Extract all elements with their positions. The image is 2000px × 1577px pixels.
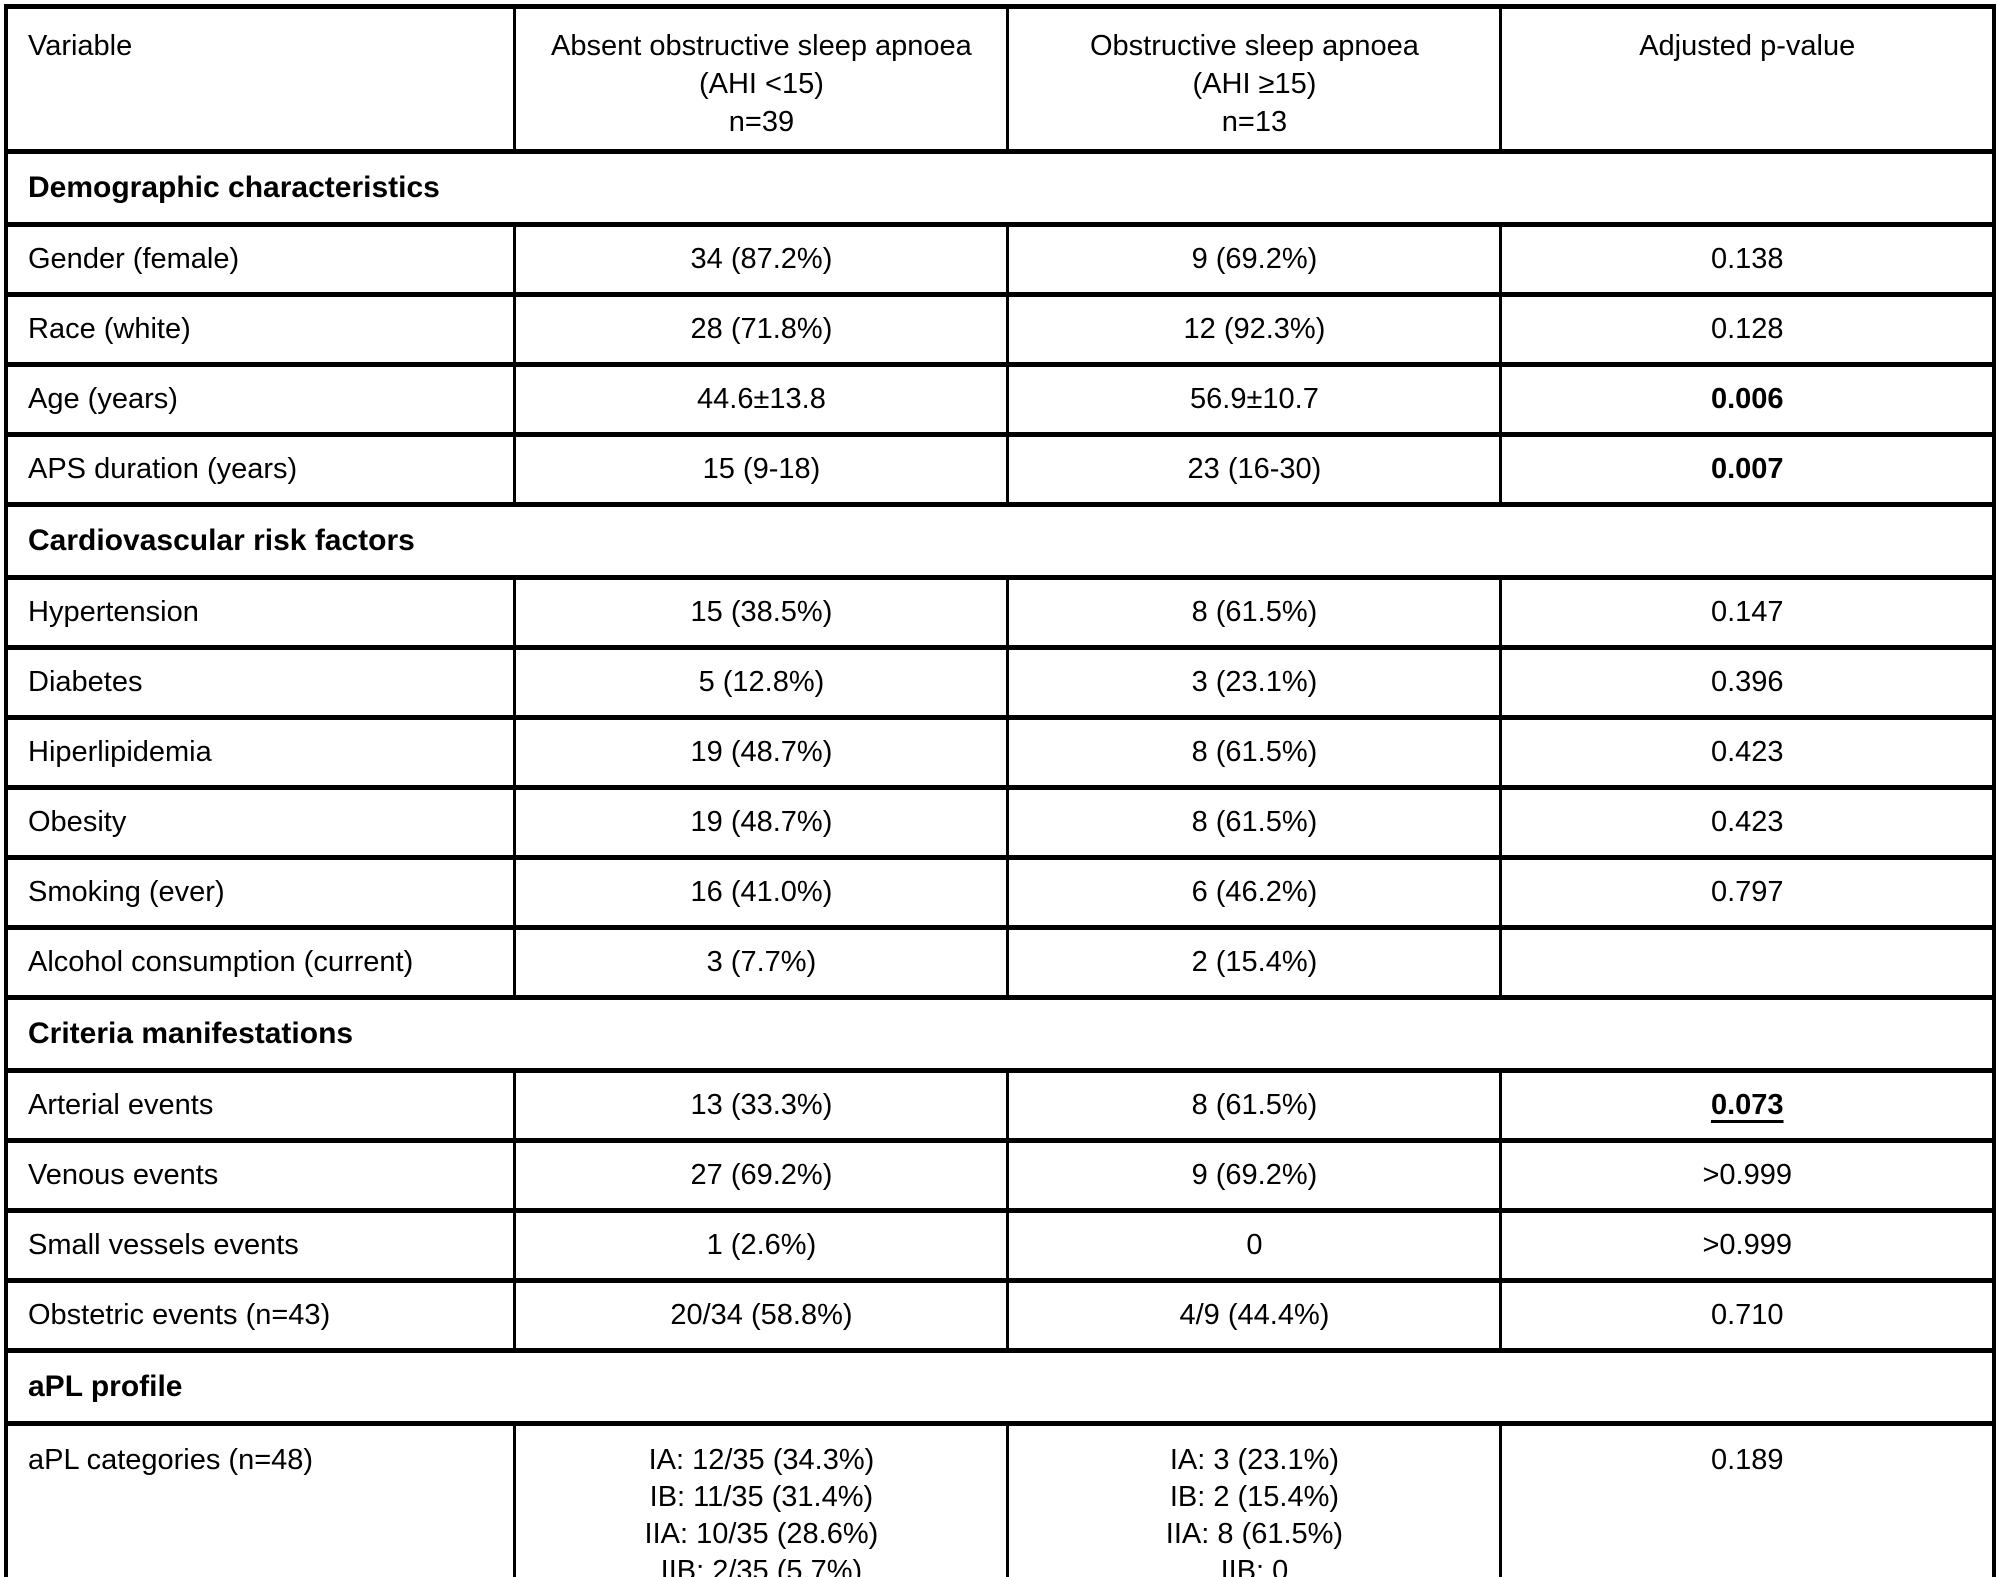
p-value-cell: 0.147 [1499,575,1996,650]
value-cell: 15 (9-18) [513,432,1010,507]
section-row-demographic: Demographic characteristics [4,149,1996,227]
value-cell: 8 (61.5%) [1006,575,1503,650]
table-row-race: Race (white) 28 (71.8%) 12 (92.3%) 0.128 [4,292,1996,367]
table-row-small-vessels-events: Small vessels events 1 (2.6%) 0 >0.999 [4,1208,1996,1283]
row-label: Venous events [4,1138,517,1213]
table-row-apl-categories: aPL categories (n=48) IA: 12/35 (34.3%) … [4,1421,1996,1577]
value-cell: 9 (69.2%) [1006,1138,1503,1213]
section-row-apl-profile: aPL profile [4,1348,1996,1426]
section-title: aPL profile [4,1348,1996,1426]
column-header-variable: Variable [4,4,517,154]
value-cell: 8 (61.5%) [1006,1068,1503,1143]
row-label: Arterial events [4,1068,517,1143]
value-cell: 16 (41.0%) [513,855,1010,930]
clinical-comparison-table: Variable Absent obstructive sleep apnoea… [4,4,1996,1577]
value-cell: 1 (2.6%) [513,1208,1010,1283]
value-cell: 0 [1006,1208,1503,1283]
p-value-cell: 0.423 [1499,715,1996,790]
value-cell: 3 (7.7%) [513,925,1010,1000]
table-row-hypertension: Hypertension 15 (38.5%) 8 (61.5%) 0.147 [4,575,1996,650]
table-header-row: Variable Absent obstructive sleep apnoea… [4,4,1996,154]
table-row-hiperlipidemia: Hiperlipidemia 19 (48.7%) 8 (61.5%) 0.42… [4,715,1996,790]
p-value-cell: 0.710 [1499,1278,1996,1353]
value-cell: IA: 3 (23.1%) IB: 2 (15.4%) IIA: 8 (61.5… [1006,1421,1503,1577]
row-label: Diabetes [4,645,517,720]
row-label: aPL categories (n=48) [4,1421,517,1577]
value-cell: 19 (48.7%) [513,785,1010,860]
table-row-smoking: Smoking (ever) 16 (41.0%) 6 (46.2%) 0.79… [4,855,1996,930]
row-label: Gender (female) [4,222,517,297]
table-row-obstetric-events: Obstetric events (n=43) 20/34 (58.8%) 4/… [4,1278,1996,1353]
row-label: Smoking (ever) [4,855,517,930]
p-value-cell: 0.138 [1499,222,1996,297]
p-value-cell: 0.073 [1499,1068,1996,1143]
value-cell: 2 (15.4%) [1006,925,1503,1000]
row-label: APS duration (years) [4,432,517,507]
table-row-aps-duration: APS duration (years) 15 (9-18) 23 (16-30… [4,432,1996,507]
value-cell: 56.9±10.7 [1006,362,1503,437]
value-cell: 15 (38.5%) [513,575,1010,650]
value-cell: 6 (46.2%) [1006,855,1503,930]
p-value-cell: 0.423 [1499,785,1996,860]
table-row-gender: Gender (female) 34 (87.2%) 9 (69.2%) 0.1… [4,222,1996,297]
value-cell: 28 (71.8%) [513,292,1010,367]
section-title: Cardiovascular risk factors [4,502,1996,580]
table-row-arterial-events: Arterial events 13 (33.3%) 8 (61.5%) 0.0… [4,1068,1996,1143]
table-row-diabetes: Diabetes 5 (12.8%) 3 (23.1%) 0.396 [4,645,1996,720]
section-title: Criteria manifestations [4,995,1996,1073]
value-cell: 3 (23.1%) [1006,645,1503,720]
p-value-cell: >0.999 [1499,1138,1996,1213]
table-row-age: Age (years) 44.6±13.8 56.9±10.7 0.006 [4,362,1996,437]
row-label: Race (white) [4,292,517,367]
value-cell: 19 (48.7%) [513,715,1010,790]
p-value-cell: 0.797 [1499,855,1996,930]
column-header-p-value: Adjusted p-value [1499,4,1996,154]
value-cell: 27 (69.2%) [513,1138,1010,1213]
row-label: Small vessels events [4,1208,517,1283]
section-row-criteria: Criteria manifestations [4,995,1996,1073]
value-cell: 13 (33.3%) [513,1068,1010,1143]
value-cell: 20/34 (58.8%) [513,1278,1010,1353]
row-label: Alcohol consumption (current) [4,925,517,1000]
row-label: Age (years) [4,362,517,437]
value-cell: 44.6±13.8 [513,362,1010,437]
row-label: Hiperlipidemia [4,715,517,790]
p-value-cell: 0.189 [1499,1421,1996,1577]
column-header-osa: Obstructive sleep apnoea (AHI ≥15) n=13 [1006,4,1503,154]
p-value-cell: 0.007 [1499,432,1996,507]
p-value-cell: 0.128 [1499,292,1996,367]
value-cell: 8 (61.5%) [1006,715,1503,790]
p-value-cell: 0.396 [1499,645,1996,720]
table-row-venous-events: Venous events 27 (69.2%) 9 (69.2%) >0.99… [4,1138,1996,1213]
table-row-obesity: Obesity 19 (48.7%) 8 (61.5%) 0.423 [4,785,1996,860]
value-cell: 8 (61.5%) [1006,785,1503,860]
value-cell: 9 (69.2%) [1006,222,1503,297]
row-label: Hypertension [4,575,517,650]
value-cell: 34 (87.2%) [513,222,1010,297]
column-header-absent-osa: Absent obstructive sleep apnoea (AHI <15… [513,4,1010,154]
p-value-cell [1499,925,1996,1000]
value-cell: 4/9 (44.4%) [1006,1278,1503,1353]
table-row-alcohol: Alcohol consumption (current) 3 (7.7%) 2… [4,925,1996,1000]
section-title: Demographic characteristics [4,149,1996,227]
value-cell: 23 (16-30) [1006,432,1503,507]
value-cell: IA: 12/35 (34.3%) IB: 11/35 (31.4%) IIA:… [513,1421,1010,1577]
row-label: Obstetric events (n=43) [4,1278,517,1353]
section-row-cardiovascular: Cardiovascular risk factors [4,502,1996,580]
p-value-cell: 0.006 [1499,362,1996,437]
value-cell: 5 (12.8%) [513,645,1010,720]
p-value-cell: >0.999 [1499,1208,1996,1283]
value-cell: 12 (92.3%) [1006,292,1503,367]
row-label: Obesity [4,785,517,860]
